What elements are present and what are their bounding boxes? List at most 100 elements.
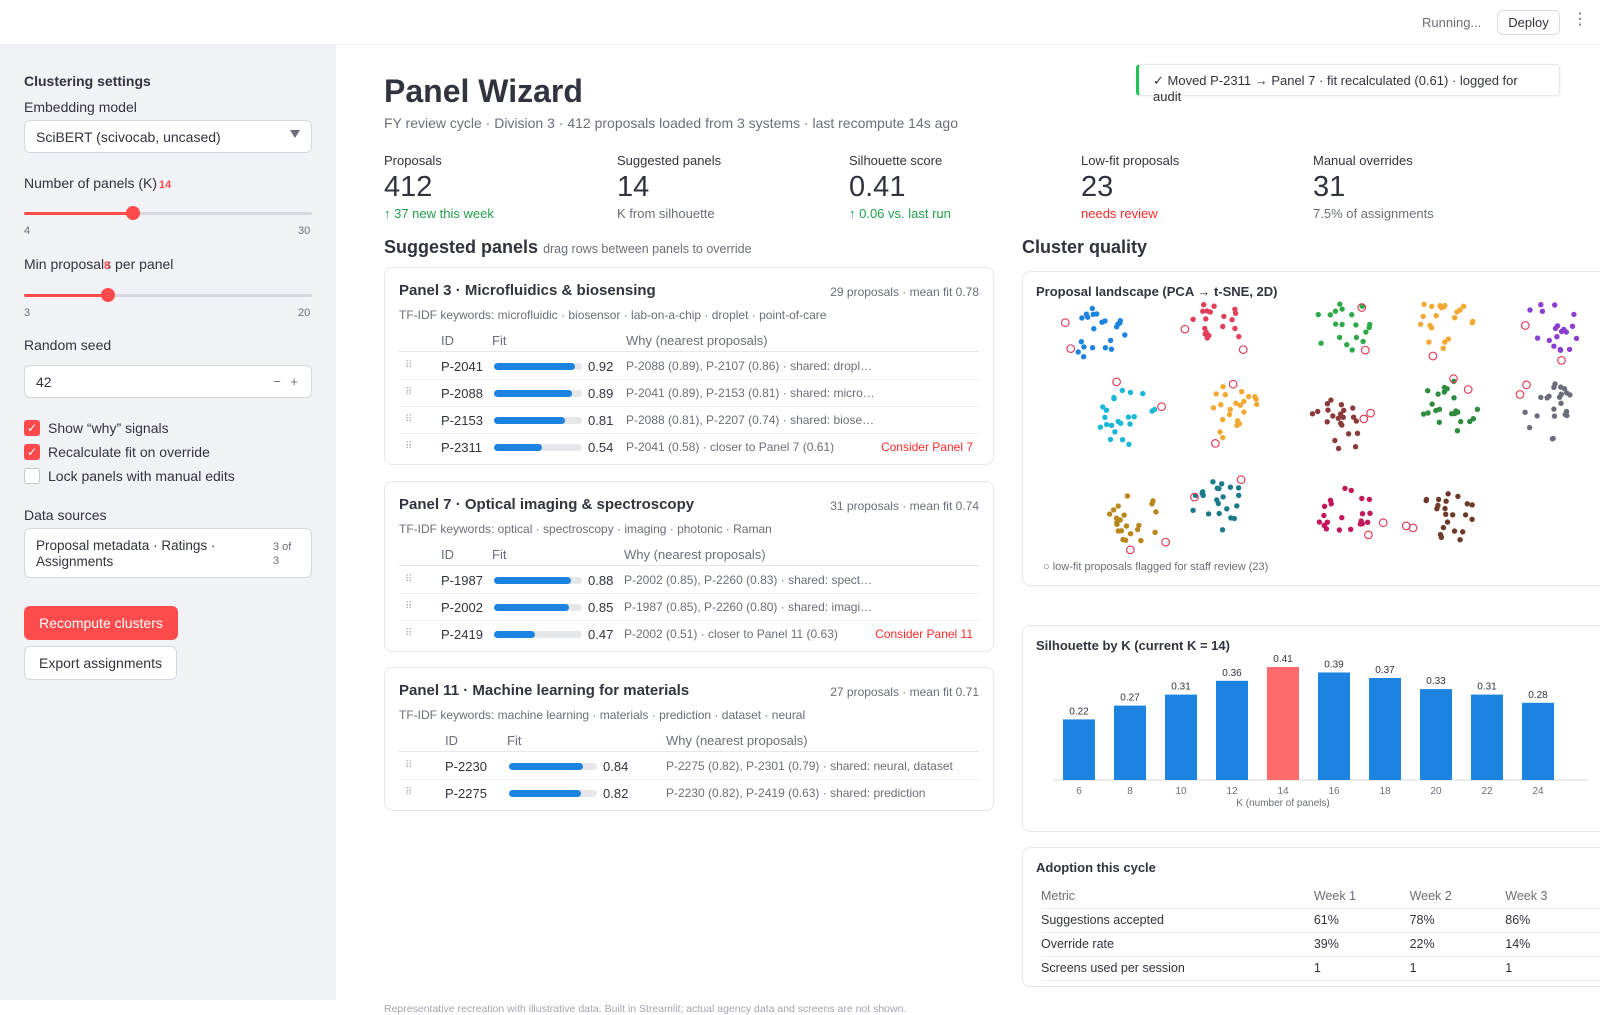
scatter-point [1460,529,1466,535]
lowfit-point [1408,523,1418,533]
adoption-cell: 22% [1409,932,1506,957]
fit-bar [494,604,582,611]
panel-card[interactable]: Panel 7 · Optical imaging & spectroscopy… [384,481,994,652]
table-row[interactable]: ⠿ P-2088 0.89 P-2041 (0.89), P-2153 (0.81) … [399,380,979,407]
metric-label: Suggested panels [617,153,722,168]
table-row[interactable]: ⠿ P-1987 0.88 P-2002 (0.85), P-2260 (0.83) … [399,567,979,594]
scatter-point [1324,401,1331,407]
scatter-point [1426,339,1432,345]
scatter-point [1205,511,1212,517]
embedding-select[interactable]: SciBERT (scivocab, uncased) [24,120,312,153]
table-row[interactable]: ⠿ P-2153 0.81 P-2088 (0.81), P-2207 (0.74) … [399,407,979,434]
scatter-point [1344,342,1350,348]
table-row[interactable]: ⠿ P-2041 0.92 P-2088 (0.89), P-2107 (0.86) … [399,353,979,380]
scatter-point [1569,323,1576,329]
scatter-point [1474,406,1481,412]
drag-handle-icon[interactable]: ⠿ [405,441,412,452]
drag-handle-icon[interactable]: ⠿ [405,628,412,639]
bar-data-label: 0.33 [1426,676,1446,687]
col-fit-header: Fit [492,547,507,562]
adoption-cell: 86% [1505,908,1600,933]
checkbox-icon[interactable]: ✓ [24,444,40,460]
scatter-point [1339,514,1345,521]
panel-card[interactable]: Panel 11 · Machine learning for material… [384,667,994,811]
scatter-point [1336,334,1343,341]
drag-handle-icon[interactable]: ⠿ [405,360,412,371]
scatter-point [1425,410,1431,416]
why-text: P-2088 (0.81), P-2207 (0.74) · shared: b… [626,413,875,427]
checkbox-icon[interactable] [24,468,40,484]
scatter-point [1417,321,1424,327]
fit-value: 0.82 [603,786,629,801]
silhouette-chart: 0.22 6 0.27 8 0.31 10 0.36 12 0.41 14 0.39 16 0.37 18… [1053,654,1588,809]
suggestion-link[interactable]: Consider Panel 7 [880,440,973,454]
seed-stepper[interactable]: − + [273,374,301,389]
minprop-slider[interactable] [24,288,312,302]
minprop-slider-handle[interactable] [100,288,115,302]
panel-keywords: TF-IDF keywords: microfluidic · biosenso… [399,308,827,322]
lowfit-point [1161,537,1171,547]
seed-input[interactable]: 42 − + [24,365,312,398]
scatter-point [1441,304,1447,310]
drag-handle-icon[interactable]: ⠿ [405,760,412,771]
scatter-point [1458,418,1464,425]
scatter-point [1115,503,1121,509]
scatter-point [1241,409,1247,415]
scatter-point [1112,429,1118,435]
scatter-point [1470,318,1476,325]
scatter-point [1558,391,1564,397]
checkbox-icon[interactable]: ✓ [24,420,40,436]
table-row[interactable]: ⠿ P-2275 0.82 P-2230 (0.82), P-2419 (0.63) … [399,780,979,807]
scatter-point [1450,512,1456,518]
recompute-button[interactable]: Recompute clusters [24,606,178,640]
drag-handle-icon[interactable]: ⠿ [405,601,412,612]
drag-handle-icon[interactable]: ⠿ [405,387,412,398]
scatter-point [1107,337,1114,344]
drag-handle-icon[interactable]: ⠿ [405,574,412,585]
checkbox-show-why[interactable]: ✓ Show “why” signals [24,420,169,436]
x-tick-label: 8 [1127,786,1133,797]
scatter-point [1558,384,1564,390]
deploy-button[interactable]: Deploy [1497,10,1560,35]
panel-meta: 27 proposals · mean fit 0.71 [830,685,979,699]
scatter-point [1573,335,1580,342]
scatter-point [1551,343,1557,349]
scatter-point [1451,395,1457,401]
scatter-point [1108,346,1115,352]
why-text: P-2041 (0.89), P-2153 (0.81) · shared: m… [626,386,875,400]
scatter-point [1211,303,1217,309]
checkbox-recalculate-fit[interactable]: ✓ Recalculate fit on override [24,444,210,460]
why-text: P-2230 (0.82), P-2419 (0.63) · shared: p… [666,786,926,800]
table-row[interactable]: ⠿ P-2002 0.85 P-1987 (0.85), P-2260 (0.80) … [399,594,979,621]
scatter-point [1457,537,1463,543]
fit-bar-fill [494,363,575,370]
adoption-title: Adoption this cycle [1036,860,1156,875]
drag-handle-icon[interactable]: ⠿ [405,787,412,798]
panel-card[interactable]: Panel 3 · Microfluidics & biosensing 29 p… [384,267,994,465]
scatter-point [1563,329,1569,335]
panels-slider[interactable] [24,206,312,220]
more-menu-icon[interactable]: ⋮ [1572,11,1588,28]
scatter-point [1342,485,1348,492]
fit-bar-fill [494,444,542,451]
scatter-point [1538,302,1544,308]
export-button[interactable]: Export assignments [24,646,177,680]
drag-handle-icon[interactable]: ⠿ [405,414,412,425]
adoption-cell: Screens used per session [1041,956,1314,981]
sources-multiselect[interactable]: Proposal metadata · Ratings · Assignment… [24,528,312,578]
checkbox-lock-panels[interactable]: Lock panels with manual edits [24,468,235,484]
lowfit-point [1238,345,1248,354]
adoption-cell: 61% [1313,908,1410,933]
minprop-min: 3 [24,307,31,319]
scatter-point [1538,394,1544,401]
table-row[interactable]: ⠿ P-2230 0.84 P-2275 (0.82), P-2301 (0.79) … [399,753,979,780]
table-row[interactable]: ⠿ P-2419 0.47 P-2002 (0.51) · closer to Pan… [399,621,979,648]
lowfit-point [1125,545,1135,555]
suggestion-link[interactable]: Consider Panel 11 [875,627,973,641]
table-row[interactable]: ⠿ P-2311 0.54 P-2041 (0.58) · closer to Pan… [399,434,979,461]
scatter-point [1341,407,1347,413]
scatter-point [1558,400,1564,406]
scatter-point [1236,333,1242,340]
x-tick-label: 14 [1277,786,1289,797]
panels-slider-handle[interactable] [126,206,141,220]
